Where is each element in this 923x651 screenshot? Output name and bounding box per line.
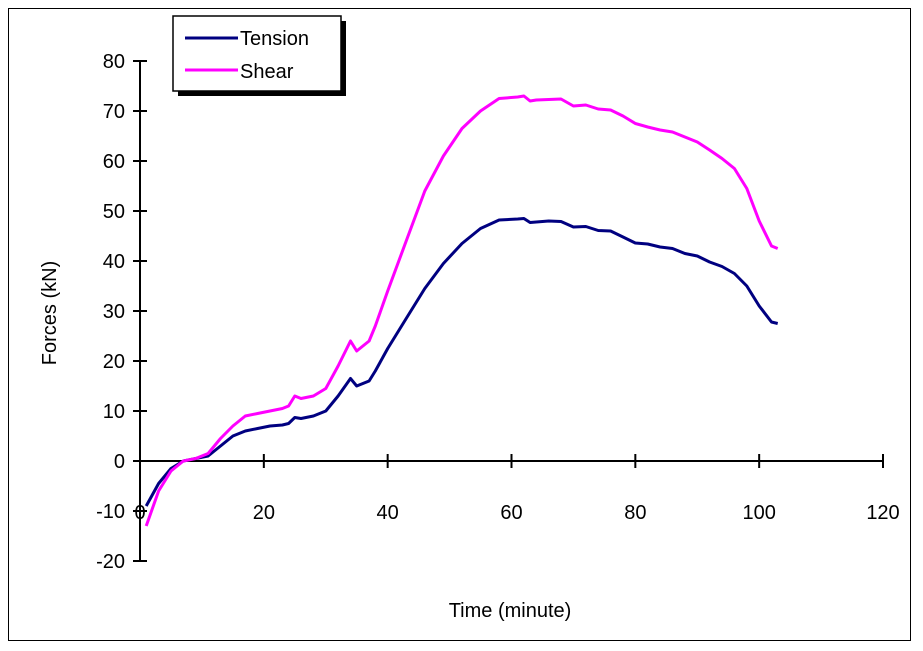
x-tick-label: 60 [500, 502, 522, 524]
legend-label-shear: Shear [240, 61, 294, 83]
x-tick-label: 40 [377, 502, 399, 524]
y-tick-label: 20 [103, 351, 125, 373]
series-layer [144, 94, 779, 527]
y-tick-label: -20 [96, 551, 125, 573]
x-axis-title: Time (minute) [449, 600, 572, 622]
x-tick-label: 0 [134, 502, 145, 524]
x-tick-label: 20 [253, 502, 275, 524]
x-tick-label: 100 [742, 502, 775, 524]
y-tick-label: 70 [103, 101, 125, 123]
y-tick-label: 40 [103, 251, 125, 273]
legend-box [172, 15, 342, 92]
x-tick-label: 120 [866, 502, 899, 524]
y-tick-label: -10 [96, 501, 125, 523]
axes: -20 -10 0 10 20 30 40 50 60 70 80 0 20 40 60 80 100 120 [96, 51, 900, 573]
y-tick-label: 80 [103, 51, 125, 73]
legend-label-tension: Tension [240, 28, 309, 50]
y-tick-label: 60 [103, 151, 125, 173]
y-tick-label: 10 [103, 401, 125, 423]
chart-frame [8, 8, 911, 641]
x-tick-label: 80 [624, 502, 646, 524]
y-tick-label: 50 [103, 201, 125, 223]
y-axis-title: Forces (kN) [39, 261, 61, 365]
series-line-shear [144, 94, 779, 527]
y-tick-label: 30 [103, 301, 125, 323]
y-tick-label: 0 [114, 451, 125, 473]
legend: Tension Shear [172, 15, 346, 96]
series-line-tension [144, 217, 779, 507]
